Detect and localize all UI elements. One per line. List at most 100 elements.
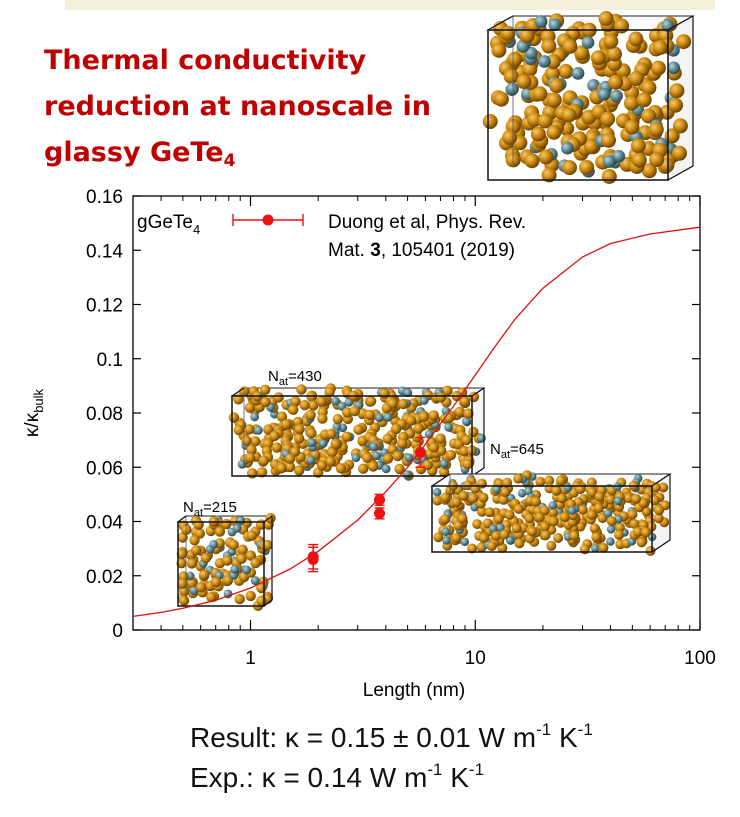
te-atom xyxy=(341,431,353,442)
ge-atom xyxy=(331,396,341,406)
te-atom xyxy=(548,516,559,527)
te-atom xyxy=(405,415,417,426)
ge-atom xyxy=(253,425,263,435)
te-atom xyxy=(478,492,489,503)
ge-atom xyxy=(403,388,413,398)
x-tick-label: 1 xyxy=(245,648,256,669)
te-atom xyxy=(306,428,317,439)
te-atom xyxy=(551,485,562,496)
te-atom xyxy=(477,506,487,517)
te-atom xyxy=(330,438,341,450)
box-front-edge xyxy=(487,29,669,181)
legend-ref-bold: 3 xyxy=(370,240,381,261)
te-atom xyxy=(316,460,328,471)
te-atom xyxy=(479,532,489,543)
atom-count-label: Nat=430 xyxy=(268,368,322,388)
te-atom xyxy=(636,537,647,548)
te-atom xyxy=(256,467,268,478)
legend-ref-pre: Mat. xyxy=(328,240,370,261)
te-atom xyxy=(629,519,640,529)
result-equation: Result: κ = 0.15 ± 0.01 W m-1 K-1 xyxy=(190,720,593,754)
te-atom xyxy=(486,541,497,552)
te-atom xyxy=(263,424,274,435)
ge-atom xyxy=(581,36,595,49)
ge-atom xyxy=(602,155,616,168)
structure-215-icon xyxy=(176,512,276,611)
ge-atom xyxy=(242,565,252,575)
te-atom xyxy=(468,426,479,438)
ge-atom xyxy=(351,453,361,463)
ge-atom xyxy=(374,413,384,423)
atom-count-value: =645 xyxy=(510,441,544,458)
title-line-3: glassy GeTe4 xyxy=(44,130,464,176)
title-line-2: reduction at nanoscale in xyxy=(44,91,431,122)
te-atom xyxy=(676,34,692,50)
y-tick-label: 0 xyxy=(112,621,123,642)
fit-curve xyxy=(132,226,701,618)
te-atom xyxy=(632,526,643,537)
te-atom xyxy=(269,430,280,442)
te-atom xyxy=(459,396,471,407)
y-axis-label: κ/κbulk xyxy=(22,388,46,437)
te-atom xyxy=(641,108,657,124)
atom-count-n: N xyxy=(268,368,279,385)
ge-atom xyxy=(404,453,414,463)
te-atom xyxy=(418,411,430,422)
te-atom xyxy=(499,529,510,540)
te-atom xyxy=(649,152,665,168)
ge-atom xyxy=(419,395,429,405)
ge-atom xyxy=(587,79,600,92)
te-atom xyxy=(606,516,617,526)
ge-atom xyxy=(610,89,623,103)
te-atom xyxy=(317,413,328,424)
te-atom xyxy=(502,129,518,145)
te-atom xyxy=(598,11,614,26)
ge-atom xyxy=(209,539,219,549)
y-tick-label: 0.02 xyxy=(86,567,123,588)
te-atom xyxy=(195,582,207,593)
ge-atom xyxy=(307,438,317,448)
te-atom xyxy=(445,449,457,461)
te-atom xyxy=(290,396,301,407)
te-atom xyxy=(502,477,513,488)
atom-count-sub: at xyxy=(501,449,510,461)
te-atom xyxy=(260,396,271,408)
te-atom xyxy=(234,593,245,605)
te-atom xyxy=(191,545,202,556)
ge-atom xyxy=(381,464,391,474)
te-atom xyxy=(548,507,559,518)
molecular-structures xyxy=(176,11,695,611)
y-tick-label: 0.04 xyxy=(86,513,123,534)
te-atom xyxy=(587,487,598,498)
te-atom xyxy=(514,538,525,549)
te-atom xyxy=(458,490,469,501)
ge-atom xyxy=(524,46,538,60)
te-atom xyxy=(462,458,473,470)
te-atom xyxy=(544,475,555,486)
ge-atom xyxy=(488,524,498,534)
te-atom xyxy=(530,126,546,142)
te-atom xyxy=(590,50,606,66)
result-exp-2: -1 xyxy=(577,720,593,739)
te-atom xyxy=(579,544,590,555)
te-atom xyxy=(491,530,502,541)
structure-430-icon xyxy=(228,383,486,481)
data-point xyxy=(374,494,386,506)
te-atom xyxy=(569,530,580,541)
box-edge xyxy=(263,515,273,523)
te-atom xyxy=(186,577,197,589)
ge-atom xyxy=(236,516,246,525)
te-atom xyxy=(453,438,464,450)
fit-curve-layer xyxy=(132,226,701,618)
te-atom xyxy=(579,159,595,175)
te-atom xyxy=(658,482,669,493)
title-line-1: Thermal conductivity xyxy=(44,45,367,76)
ge-atom xyxy=(505,536,515,545)
slide-title: Thermal conductivity reduction at nanosc… xyxy=(44,38,464,176)
te-atom xyxy=(607,46,622,62)
te-atom xyxy=(245,550,256,561)
te-atom xyxy=(537,113,553,129)
te-atom xyxy=(271,442,282,453)
te-atom xyxy=(507,51,523,67)
te-atom xyxy=(623,493,634,504)
